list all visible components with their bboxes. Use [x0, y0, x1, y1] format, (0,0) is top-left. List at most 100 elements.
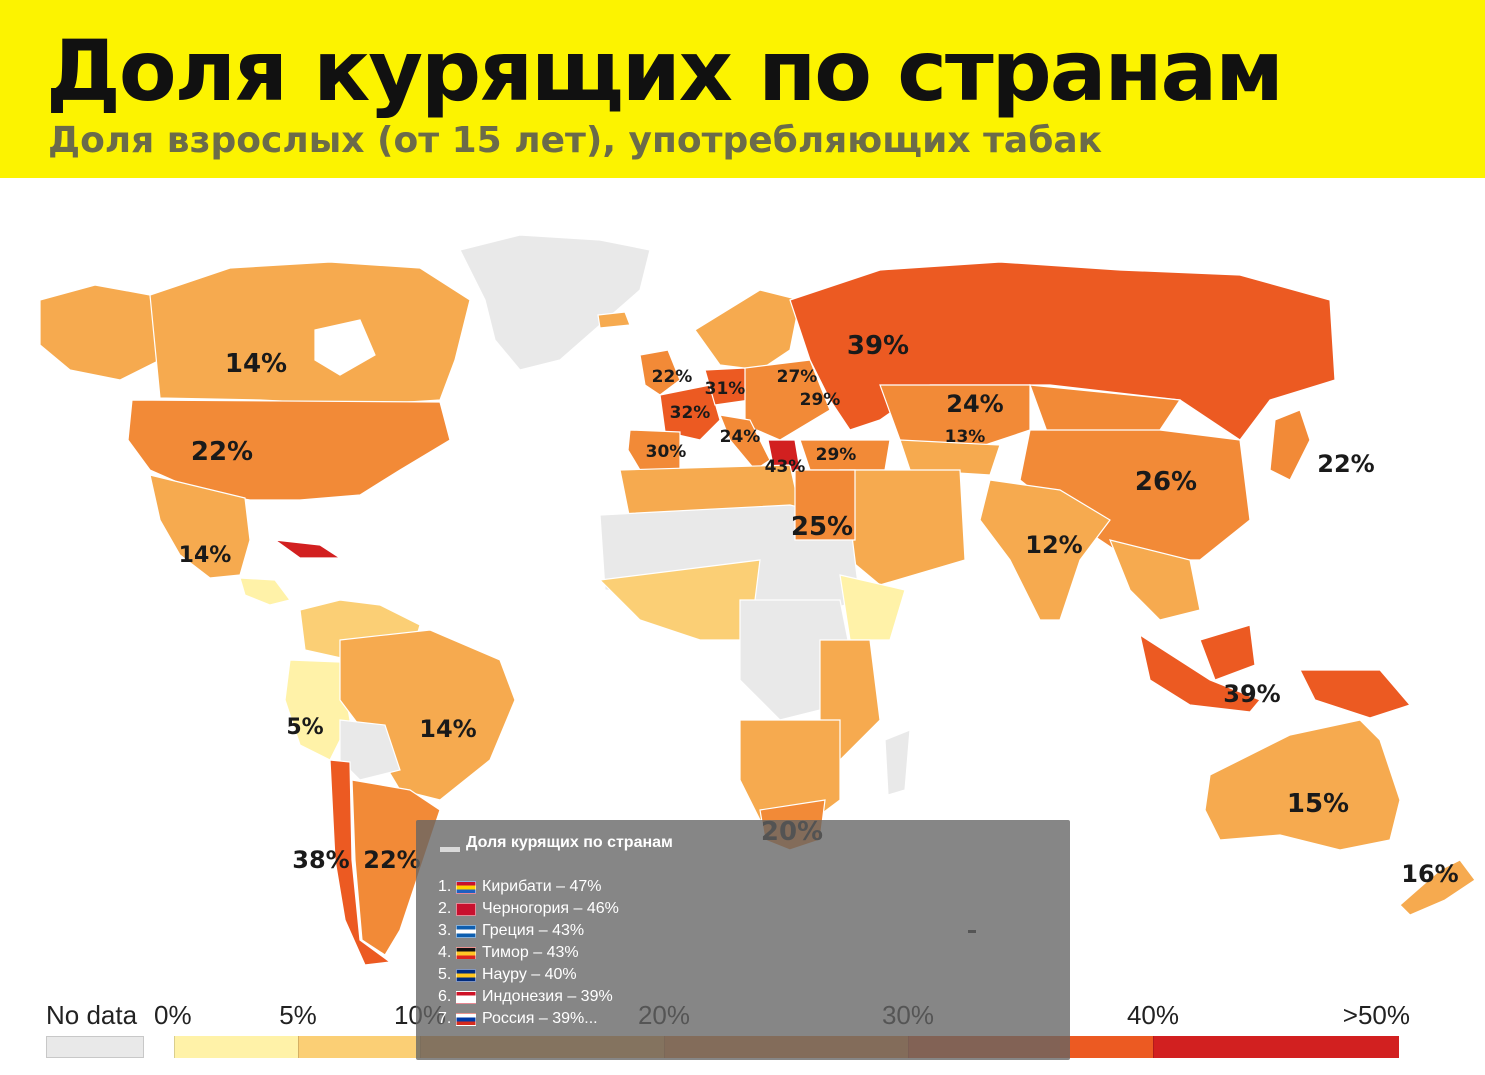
popup-list-item: 5. Науру – 40%	[438, 964, 619, 986]
list-item-text: Тимор – 43%	[482, 944, 579, 961]
flag-icon	[456, 902, 476, 916]
list-item-number: 2.	[438, 900, 452, 917]
map-label-uk: 22%	[652, 367, 693, 387]
flag-icon	[456, 924, 476, 938]
tooltip-popup[interactable]: Доля курящих по странам 1. Кирибати – 47%…	[416, 820, 1070, 1060]
legend-color-segment	[1153, 1036, 1399, 1058]
chart-icon	[440, 847, 460, 852]
legend-tick-label: 0%	[154, 1000, 192, 1030]
map-label-france: 32%	[670, 403, 711, 423]
map-label-china: 26%	[1135, 467, 1197, 497]
region-png	[1299, 669, 1412, 719]
map-label-australia: 15%	[1287, 789, 1349, 819]
region-alaska	[39, 284, 161, 381]
region-bolivia	[339, 719, 401, 781]
map-label-ukraine: 29%	[800, 390, 841, 410]
list-item-number: 3.	[438, 922, 452, 939]
map-label-peru: 5%	[286, 715, 323, 740]
region-kazakhstan	[879, 384, 1031, 451]
region-iceland	[597, 311, 631, 329]
region-egypt	[794, 469, 856, 541]
map-label-uzbekistan: 13%	[945, 427, 986, 447]
flag-icon	[456, 990, 476, 1004]
region-middle-east	[839, 469, 966, 586]
region-france	[659, 384, 721, 441]
world-map: 14%22%14%5% 14%38% 22%22%31%32%30%24%43%27…	[39, 234, 1476, 966]
region-uk	[639, 349, 681, 396]
list-item-text: Черногория – 46%	[482, 900, 619, 917]
region-se-asia	[1109, 539, 1201, 621]
region-west-africa	[598, 559, 761, 641]
flag-icon	[456, 968, 476, 982]
popup-title: Доля курящих по странам	[466, 834, 673, 851]
map-label-chile: 38%	[292, 846, 349, 874]
region-greenland	[459, 234, 651, 371]
map-label-argentina: 22%	[363, 846, 420, 874]
region-japan	[1269, 409, 1311, 481]
legend-tick-label: 40%	[1126, 1000, 1180, 1030]
map-label-mexico: 14%	[179, 543, 232, 568]
popup-list-item: 6. Индонезия – 39%	[438, 986, 619, 1008]
region-new-zealand	[1399, 859, 1476, 916]
popup-mark	[968, 930, 976, 933]
map-labels-layer: 14%22%14%5% 14%38% 22%22%31%32%30%24%43%27…	[179, 331, 1459, 888]
list-item-text: Науру – 40%	[482, 966, 577, 983]
region-borneo	[1199, 624, 1256, 681]
legend-color-segment	[174, 1036, 299, 1058]
region-indonesia	[1139, 633, 1261, 713]
popup-list-item: 1. Кирибати – 47%	[438, 876, 619, 898]
region-madagascar	[884, 729, 911, 796]
map-label-japan: 22%	[1317, 450, 1374, 478]
region-canada	[149, 261, 471, 406]
map-label-egypt: 25%	[791, 512, 853, 542]
list-item-number: 4.	[438, 944, 452, 961]
region-central-europe	[744, 359, 831, 441]
map-label-belarus: 27%	[777, 367, 818, 387]
legend-no-data-swatch	[46, 1036, 144, 1058]
legend-tick-label: 5%	[279, 1000, 317, 1030]
list-item-text: Индонезия – 39%	[482, 988, 613, 1005]
region-usa	[127, 399, 451, 501]
map-label-new-zealand: 16%	[1401, 860, 1458, 888]
map-label-spain: 30%	[646, 442, 687, 462]
map-label-italy: 24%	[720, 427, 761, 447]
popup-ranking-list: 1. Кирибати – 47% 2. Черногория – 46% 3. Грец…	[438, 876, 619, 1030]
legend-color-segment	[298, 1036, 421, 1058]
map-label-germany: 31%	[705, 379, 746, 399]
land-layer	[39, 234, 1476, 966]
popup-list-item: 4. Тимор – 43%	[438, 942, 619, 964]
map-label-indonesia: 39%	[1223, 680, 1280, 708]
flag-icon	[456, 880, 476, 894]
region-mexico	[149, 474, 251, 579]
region-cuba	[272, 539, 343, 559]
map-label-brazil: 14%	[419, 715, 476, 743]
region-hudson-bay	[314, 319, 376, 376]
region-italy	[719, 414, 771, 471]
popup-list-item: 3. Греция – 43%	[438, 920, 619, 942]
list-item-number: 5.	[438, 966, 452, 983]
map-label-kazakhstan: 24%	[946, 390, 1003, 418]
list-item-number: 7.	[438, 1010, 452, 1027]
region-india	[979, 479, 1111, 621]
popup-list-item: 2. Черногория – 46%	[438, 898, 619, 920]
map-label-india: 12%	[1025, 531, 1082, 559]
list-item-number: 6.	[438, 988, 452, 1005]
list-item-text: Греция – 43%	[482, 922, 585, 939]
legend-tick-label: >50%	[1342, 1000, 1410, 1030]
map-label-canada: 14%	[225, 349, 287, 379]
flag-icon	[456, 946, 476, 960]
page-subtitle: Доля взрослых (от 15 лет), употребляющих…	[48, 120, 1103, 161]
map-label-turkey: 29%	[816, 445, 857, 465]
list-item-text: Россия – 39%...	[482, 1010, 598, 1027]
legend-no-data-label: No data	[46, 1000, 138, 1030]
popup-list-item: 7. Россия – 39%...	[438, 1008, 619, 1030]
region-chile	[329, 759, 392, 966]
list-item-text: Кирибати – 47%	[482, 878, 602, 895]
region-ethiopia	[839, 574, 906, 641]
map-label-greece: 43%	[765, 457, 806, 477]
region-australia	[1204, 719, 1401, 851]
map-label-usa: 22%	[191, 437, 253, 467]
map-label-russia: 39%	[847, 331, 909, 361]
header-banner: Доля курящих по странам Доля взрослых (о…	[0, 0, 1485, 178]
region-scandinavia	[694, 289, 801, 371]
